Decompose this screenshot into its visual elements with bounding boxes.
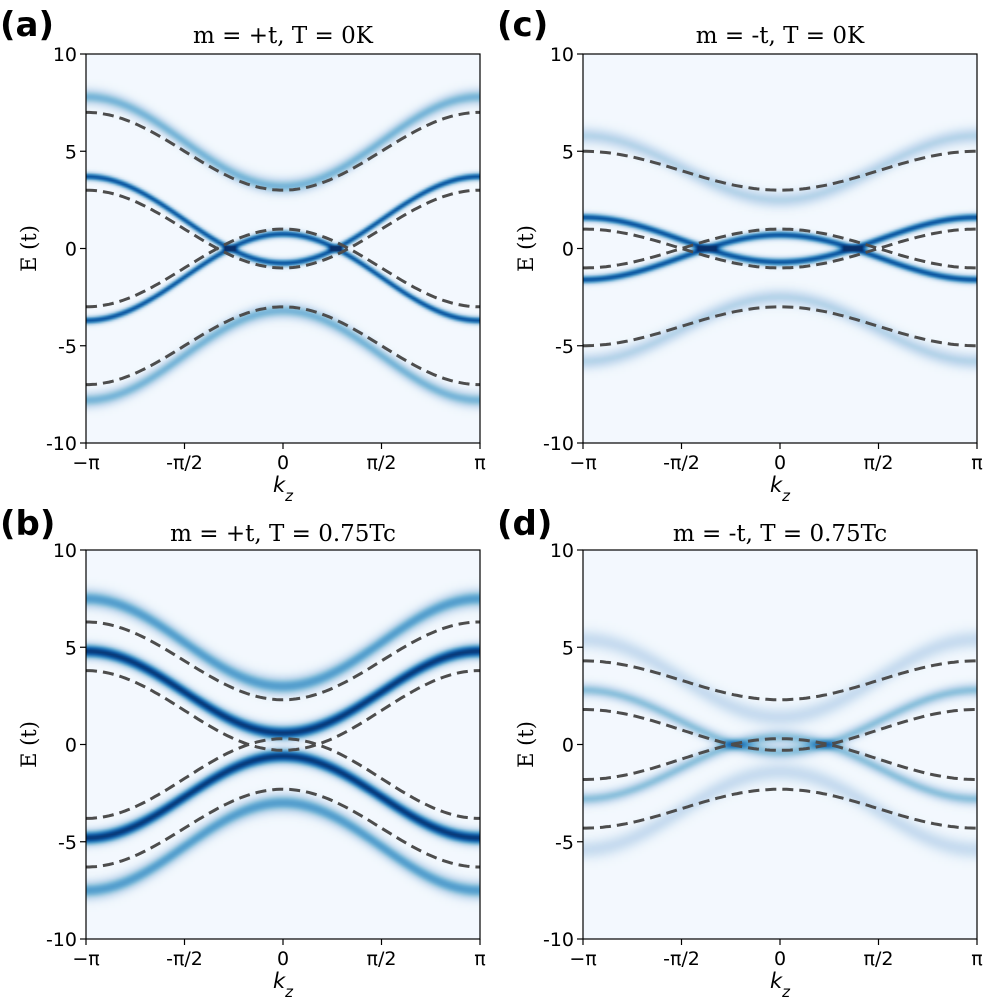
y-axis-label: E (t) — [17, 225, 41, 272]
y-axis-label: E (t) — [514, 225, 538, 272]
dashed-band-3 — [86, 227, 480, 309]
x-axis-label: kz — [770, 969, 791, 1000]
dashed-band-2 — [86, 669, 480, 752]
x-axis-label: kz — [273, 969, 294, 1000]
dashed-band-1 — [86, 110, 480, 192]
spectral-heatmap — [86, 550, 480, 939]
spectral-heatmap — [583, 54, 977, 443]
panel-title: m = -t, T = 0.75Tc — [673, 521, 887, 547]
y-tick-label: 10 — [53, 44, 77, 66]
y-tick-label: -10 — [46, 433, 77, 455]
x-tick-label: -π/2 — [663, 452, 700, 474]
dashed-band-1 — [86, 620, 480, 702]
x-tick-label: π/2 — [367, 452, 397, 474]
x-tick-label: -π/2 — [166, 452, 203, 474]
x-tick-label: π — [971, 948, 982, 970]
y-tick-label: 0 — [562, 735, 574, 757]
y-tick-label: -10 — [46, 929, 77, 951]
panel-letter: (b) — [0, 504, 55, 544]
dashed-band-3 — [86, 737, 480, 820]
panel-title: m = +t, T = 0K — [193, 23, 374, 49]
dashed-band-2 — [86, 188, 480, 270]
x-tick-label: π — [474, 948, 485, 970]
y-tick-label: 5 — [65, 637, 77, 659]
x-tick-label: -π/2 — [166, 948, 203, 970]
x-axis-label: kz — [770, 473, 791, 505]
y-axis-label: E (t) — [514, 721, 538, 768]
y-tick-label: 5 — [562, 141, 574, 163]
spectral-heatmap — [583, 550, 977, 939]
x-tick-label: -π/2 — [663, 948, 700, 970]
panel-letter: (a) — [0, 5, 54, 45]
panel-title: m = -t, T = 0K — [696, 23, 865, 49]
y-tick-label: 0 — [65, 239, 77, 261]
x-tick-label: 0 — [277, 452, 289, 474]
y-tick-label: 10 — [550, 44, 574, 66]
y-tick-label: 0 — [65, 735, 77, 757]
y-tick-label: 10 — [550, 540, 574, 562]
y-axis-label: E (t) — [17, 721, 41, 768]
x-tick-label: −π — [569, 948, 596, 970]
y-tick-label: -10 — [543, 929, 574, 951]
dashed-band-4 — [86, 305, 480, 387]
x-tick-label: π/2 — [864, 452, 894, 474]
y-tick-label: -5 — [58, 336, 77, 358]
x-tick-label: π/2 — [367, 948, 397, 970]
x-tick-label: −π — [72, 452, 99, 474]
panel-a: -10 -5 0 5 10 −π -π/2 0 π/2 π kz E (t) m = +t, T = 0… — [0, 5, 486, 505]
y-tick-label: 10 — [53, 540, 77, 562]
y-tick-label: 5 — [65, 141, 77, 163]
y-tick-label: 0 — [562, 239, 574, 261]
x-tick-label: π — [971, 452, 982, 474]
y-tick-label: 5 — [562, 637, 574, 659]
x-tick-label: π — [474, 452, 485, 474]
y-tick-label: -5 — [555, 336, 574, 358]
panel-letter: (c) — [497, 5, 548, 45]
x-tick-label: 0 — [774, 948, 786, 970]
y-tick-label: -10 — [543, 433, 574, 455]
x-tick-label: π/2 — [864, 948, 894, 970]
panel-letter: (d) — [497, 504, 552, 544]
panel-c: -10 -5 0 5 10 −π -π/2 0 π/2 π kz E (t) m = -t, T = 0… — [497, 5, 983, 505]
panel-d: -10 -5 0 5 10 −π -π/2 0 π/2 π kz E (t) m = -t, T = 0… — [497, 504, 983, 1000]
y-tick-label: -5 — [58, 832, 77, 854]
dashed-band-4 — [86, 787, 480, 869]
panel-title: m = +t, T = 0.75Tc — [170, 521, 396, 547]
panel-b: -10 -5 0 5 10 −π -π/2 0 π/2 π kz E (t) m = +t, T = 0… — [0, 504, 486, 1000]
x-tick-label: −π — [72, 948, 99, 970]
y-tick-label: -5 — [555, 832, 574, 854]
spectral-heatmap — [86, 54, 480, 443]
x-tick-label: −π — [569, 452, 596, 474]
x-axis-label: kz — [273, 473, 294, 505]
x-tick-label: 0 — [277, 948, 289, 970]
x-tick-label: 0 — [774, 452, 786, 474]
